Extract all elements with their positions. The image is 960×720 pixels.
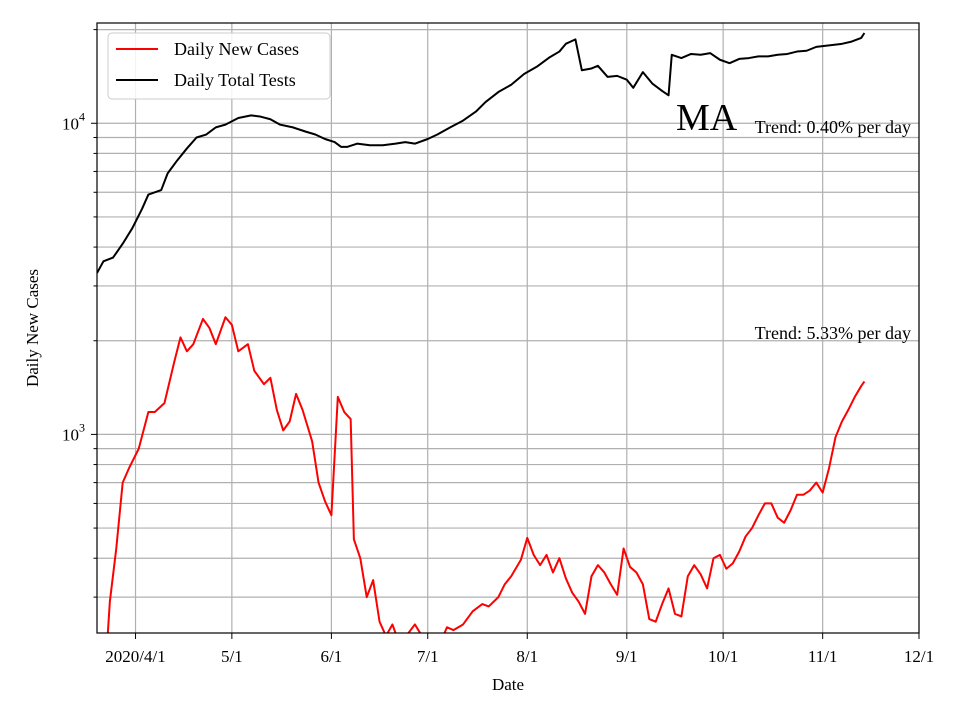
x-tick-label: 9/1 — [616, 647, 638, 666]
cases-trend-annotation: Trend: 5.33% per day — [755, 323, 911, 343]
x-tick-label: 7/1 — [417, 647, 439, 666]
y-tick-label: 103 — [62, 420, 85, 444]
x-tick-label: 8/1 — [516, 647, 538, 666]
legend-label-cases: Daily New Cases — [174, 39, 299, 59]
axis-ticks: 103 104 2020/4/1 5/1 6/1 7/1 8/1 9/1 10/1 11/1 12/… — [62, 29, 934, 666]
grid-lines — [97, 23, 920, 633]
series-line-tests — [97, 32, 866, 274]
x-tick-label: 11/1 — [808, 647, 838, 666]
tests-trend-annotation: Trend: 0.40% per day — [755, 117, 911, 137]
plot-frame — [96, 22, 920, 634]
x-tick-label: 5/1 — [221, 647, 243, 666]
x-tick-label: 12/1 — [904, 647, 934, 666]
series-line-cases — [106, 316, 866, 633]
legend-label-tests: Daily Total Tests — [174, 70, 296, 90]
legend-box — [107, 32, 331, 100]
x-tick-label: 2020/4/1 — [105, 647, 165, 666]
x-tick-label: 6/1 — [321, 647, 343, 666]
x-axis-title: Date — [492, 675, 524, 694]
y-axis-title: Daily New Cases — [23, 269, 42, 387]
legend: Daily New Cases Daily Total Tests — [107, 32, 331, 100]
y-tick-label: 104 — [62, 109, 85, 133]
series-lines — [97, 32, 866, 633]
x-tick-label: 10/1 — [708, 647, 738, 666]
state-label: MA — [676, 97, 738, 139]
